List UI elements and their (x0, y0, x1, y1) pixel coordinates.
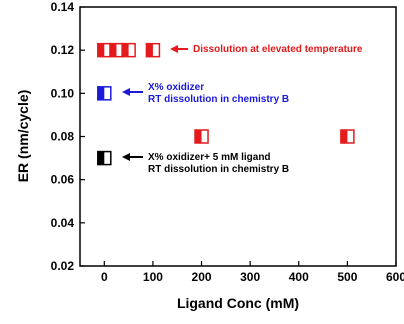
arrow-head (122, 153, 130, 161)
data-point (97, 150, 112, 166)
x-tick-label: 600 (386, 270, 404, 284)
data-point (97, 86, 112, 101)
arrow-head (170, 45, 178, 53)
arrow-head (122, 88, 130, 96)
x-axis-label: Ligand Conc (mM) (177, 295, 299, 311)
y-tick-label: 0.08 (51, 130, 75, 144)
data-point (109, 42, 124, 58)
x-tick-label: 200 (192, 270, 212, 284)
y-tick-label: 0.04 (51, 216, 75, 230)
data-point (194, 129, 209, 144)
annotations: Dissolution at elevated temperature X% ox… (122, 44, 363, 175)
annotation-text: RT dissolution in chemistry B (148, 164, 289, 175)
axes: 0 100 200 300 400 500 600 0.02 0.04 0.06 0.08 0.10 0… (51, 0, 404, 284)
data-point (340, 129, 355, 144)
data-point (145, 42, 161, 58)
annotation: Dissolution at elevated temperature (170, 44, 363, 55)
x-tick-label: 300 (240, 270, 260, 284)
x-tick-label: 100 (143, 270, 163, 284)
annotation-text: X% oxidizer (148, 82, 204, 93)
y-tick-label: 0.14 (51, 0, 75, 14)
x-tick-label: 500 (337, 270, 357, 284)
x-tick-label: 0 (101, 270, 108, 284)
data-points (97, 42, 355, 166)
data-point (97, 42, 112, 58)
annotation-text: Dissolution at elevated temperature (193, 44, 363, 55)
x-tick-label: 400 (289, 270, 309, 284)
y-tick-label: 0.12 (51, 43, 75, 57)
y-tick-label: 0.02 (51, 259, 75, 273)
data-point (121, 42, 136, 58)
y-axis-label: ER (nm/cycle) (15, 90, 31, 183)
y-tick-label: 0.06 (51, 173, 75, 187)
annotation-text: RT dissolution in chemistry B (148, 94, 289, 105)
y-tick-label: 0.10 (51, 86, 75, 100)
annotation-text: X% oxidizer+ 5 mM ligand (148, 152, 271, 163)
